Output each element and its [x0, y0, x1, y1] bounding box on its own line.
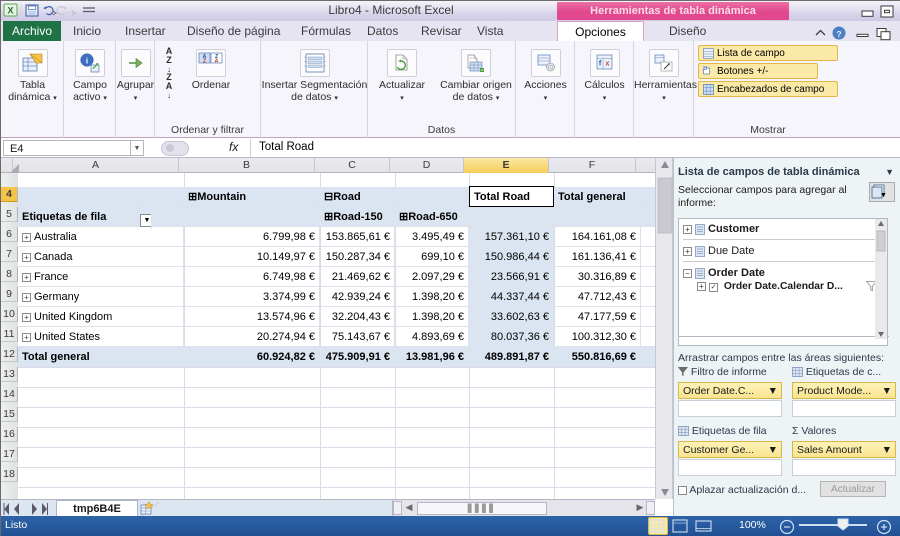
svg-text:x: x	[605, 61, 609, 68]
svg-text:i: i	[86, 57, 88, 66]
svg-text:?: ?	[836, 29, 841, 39]
svg-text:A: A	[215, 59, 219, 65]
svg-text:▼: ▼	[880, 192, 887, 199]
